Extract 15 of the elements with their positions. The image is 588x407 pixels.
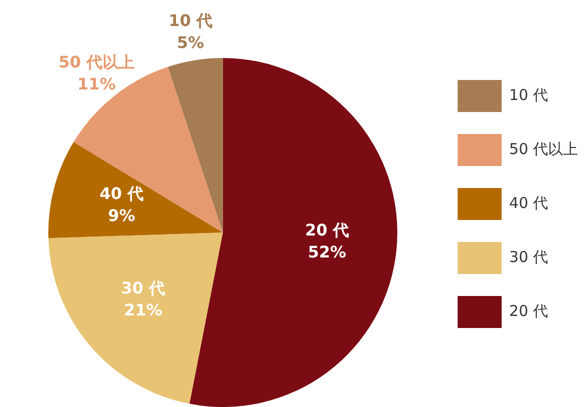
legend-label: 20 代 — [509, 302, 548, 320]
slice-label: 50 代以上 — [58, 52, 134, 72]
legend-label: 30 代 — [509, 248, 548, 266]
data-label: 11% — [77, 74, 116, 94]
data-label: 52% — [308, 242, 346, 262]
data-label: 21% — [124, 300, 162, 320]
data-label: 9% — [108, 206, 136, 226]
slice-label: 40 代 — [100, 184, 144, 204]
legend-label: 10 代 — [509, 86, 548, 104]
data-label: 5% — [176, 32, 204, 52]
slice-label: 30 代 — [121, 278, 166, 298]
legend-label: 40 代 — [509, 194, 548, 212]
slice-label: 10 代 — [168, 10, 212, 30]
legend-label: 50 代以上 — [509, 140, 578, 158]
slice-label: 20 代 — [305, 220, 349, 240]
